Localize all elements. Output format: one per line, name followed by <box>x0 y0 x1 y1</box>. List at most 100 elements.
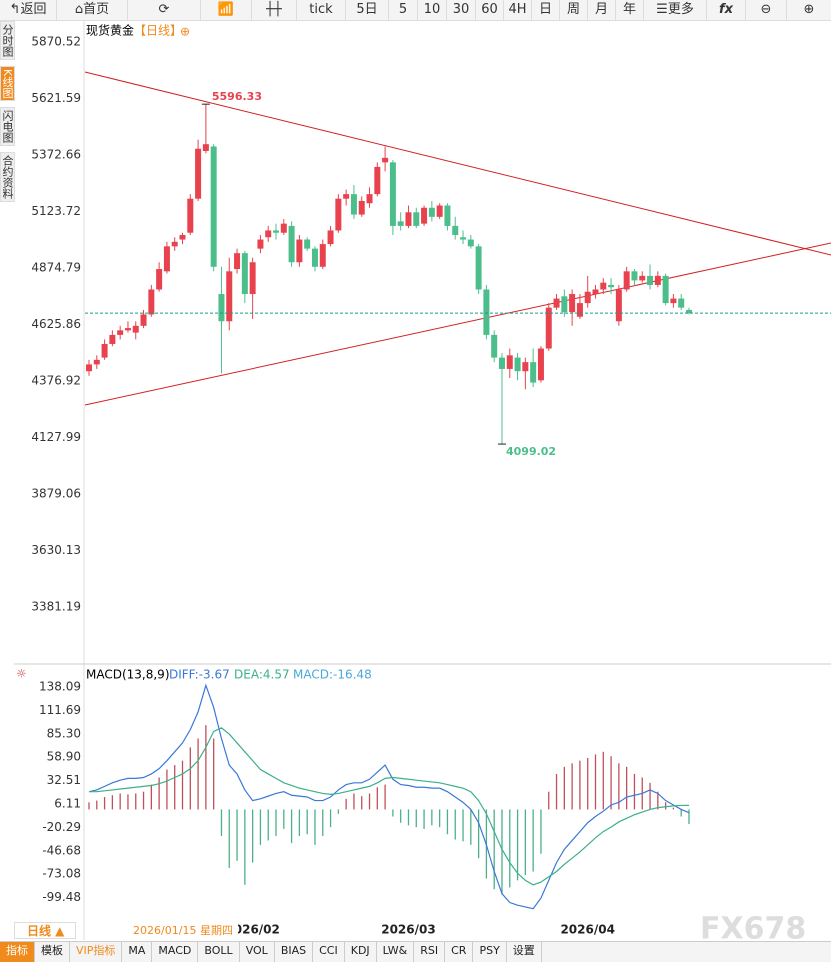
tab[interactable]: KDJ <box>345 942 377 962</box>
candle-body <box>382 157 389 163</box>
candle-body <box>187 198 194 233</box>
more-label[interactable]: 更多 <box>667 2 694 17</box>
candle-body <box>569 294 576 313</box>
candle-body <box>389 162 396 226</box>
candle-body <box>491 334 498 358</box>
y-tick-label: 3879.06 <box>31 487 81 501</box>
candle-body <box>405 212 412 226</box>
y-tick-label: 4625.86 <box>31 317 81 331</box>
legend-entry: MACD:-16.48 <box>293 668 372 682</box>
side-tab[interactable]: K线图 <box>0 66 15 102</box>
y-tick-label: 32.51 <box>47 773 81 787</box>
y-tick-label: 4376.92 <box>31 373 81 387</box>
tab[interactable]: VOL <box>240 942 275 962</box>
candle-body <box>623 271 630 290</box>
y-tick-label: 6.11 <box>54 797 81 811</box>
tab[interactable]: CR <box>445 942 474 962</box>
period-button[interactable]: 5日 <box>346 0 389 20</box>
y-tick-label: 5870.52 <box>31 34 81 48</box>
home-label[interactable]: 首页 <box>83 2 110 17</box>
more-button[interactable]: ☰更多 <box>644 0 707 20</box>
chart-style-button[interactable]: 📶 <box>201 0 252 20</box>
candle-body <box>327 230 334 245</box>
candle-body <box>163 246 170 272</box>
tab[interactable]: RSI <box>414 942 446 962</box>
candle-body <box>670 298 677 304</box>
y-tick-label: 3630.13 <box>31 543 81 557</box>
candle-body <box>460 237 467 240</box>
back-label[interactable]: 返回 <box>20 2 47 17</box>
zoom-in-button[interactable]: ⊕ <box>803 2 815 17</box>
candle-body <box>195 148 202 199</box>
candle-body <box>202 144 209 152</box>
candle-body <box>475 246 482 290</box>
candle-body <box>335 198 342 231</box>
y-tick-label: 4874.79 <box>31 260 81 274</box>
candle-body <box>421 207 428 224</box>
trend-line <box>84 242 831 406</box>
candle-body <box>608 284 615 288</box>
period-button[interactable]: 60 <box>476 0 504 20</box>
y-tick-label: 5123.72 <box>31 204 81 218</box>
tab[interactable]: 模板 <box>35 942 70 962</box>
legend-entry: DIFF:-3.67 <box>169 668 230 682</box>
candle-body <box>561 296 568 313</box>
candle-body <box>467 239 474 247</box>
period-button[interactable]: 10 <box>418 0 447 20</box>
candle-body <box>545 307 552 349</box>
tab[interactable]: VIP指标 <box>70 942 123 962</box>
macd-line <box>88 683 690 910</box>
y-tick-label: -20.29 <box>42 820 81 834</box>
back-button[interactable]: ↰返回 <box>0 0 57 20</box>
tab[interactable]: PSY <box>473 942 507 962</box>
candle-body <box>132 325 139 333</box>
settings-icon[interactable]: ⊕ <box>180 25 190 39</box>
tab[interactable]: 设置 <box>507 942 542 962</box>
period-button[interactable]: 日 <box>532 0 560 20</box>
candle-body <box>576 303 583 317</box>
period-button[interactable]: 月 <box>588 0 616 20</box>
tab[interactable]: CCI <box>313 942 345 962</box>
y-tick-label: 4127.99 <box>31 430 81 444</box>
candle-body <box>218 294 225 322</box>
candle-body <box>592 289 599 295</box>
side-tab[interactable]: 分时图 <box>0 21 15 60</box>
x-tick-label: 2026/04 <box>560 923 614 937</box>
candle-body <box>148 289 155 315</box>
tab[interactable]: BOLL <box>198 942 240 962</box>
panel-icon[interactable]: ☼ <box>16 667 27 681</box>
zoom-out-button[interactable]: ⊖ <box>746 0 787 20</box>
home-button[interactable]: ⌂首页 <box>57 0 128 20</box>
y-tick-label: 5372.66 <box>31 147 81 161</box>
candle-body <box>350 194 357 215</box>
candle-body <box>397 221 404 226</box>
candle-body <box>514 357 521 372</box>
side-tab[interactable]: 合约资料 <box>0 152 15 203</box>
tab[interactable]: MA <box>122 942 153 962</box>
refresh-button[interactable]: ⟳ <box>128 0 201 20</box>
period-button[interactable]: 年 <box>616 0 644 20</box>
period-button[interactable]: 30 <box>447 0 476 20</box>
tab[interactable]: MACD <box>152 942 199 962</box>
period-button[interactable]: 4H <box>504 0 532 20</box>
formula-button[interactable]: fx <box>707 0 746 20</box>
candle-body <box>654 275 661 285</box>
period-switch[interactable]: 日线 ▲ <box>14 922 76 939</box>
candle-body <box>522 362 529 372</box>
period-button[interactable]: tick <box>297 0 346 20</box>
candle-body <box>584 291 591 304</box>
indicator-tabs: 指标 模板 VIP指标 MA MACD BOLL VOL BIAS CCI KD… <box>0 941 831 962</box>
period-button[interactable]: 5 <box>389 0 418 20</box>
tab[interactable]: LW& <box>377 942 415 962</box>
candle-body <box>288 225 295 263</box>
tab[interactable]: BIAS <box>275 942 314 962</box>
candle-body <box>374 166 381 195</box>
tab[interactable]: 指标 <box>0 942 35 962</box>
period-button[interactable]: 周 <box>560 0 588 20</box>
candle-body <box>647 275 654 285</box>
candle-body <box>210 146 217 267</box>
candle-style-button[interactable]: ┼┼ <box>252 0 297 20</box>
candle-body <box>117 330 124 335</box>
side-tab[interactable]: 闪电图 <box>0 107 15 147</box>
